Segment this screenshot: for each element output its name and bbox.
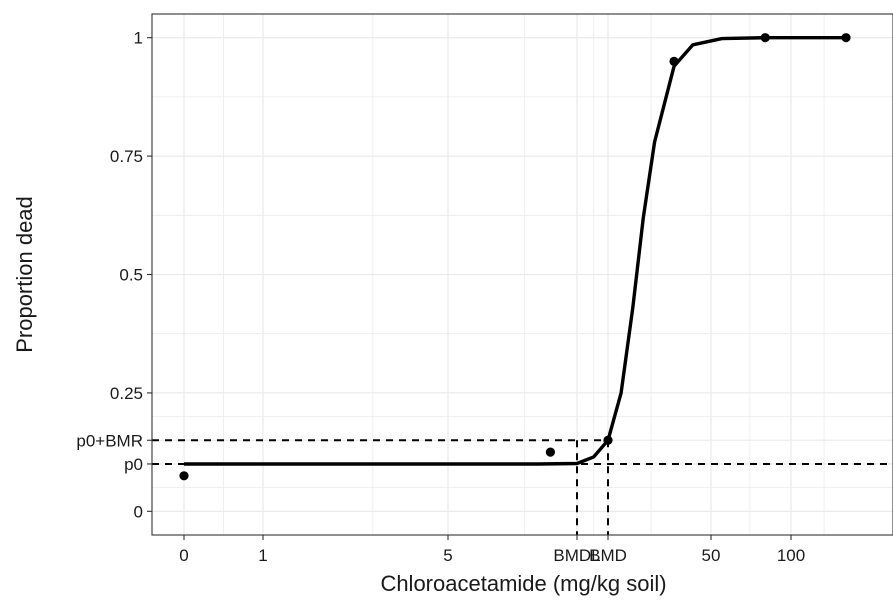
x-tick-label: 100 <box>777 546 805 565</box>
y-axis-title: Proportion dead <box>12 196 37 353</box>
observed-point <box>841 33 851 43</box>
y-tick-label: p0 <box>124 455 143 474</box>
grid-lines <box>152 14 893 536</box>
x-tick-label: BMDL <box>553 546 600 565</box>
fitted-dose-response-curve <box>184 36 846 466</box>
observed-point <box>179 471 189 481</box>
y-axis-ticks: 0 p0 p0+BMR 0.25 0.5 0.75 1 <box>76 29 152 521</box>
x-tick-label: 0 <box>179 546 188 565</box>
y-tick-label: 0.25 <box>110 384 143 403</box>
x-tick-label: 50 <box>702 546 721 565</box>
observed-point <box>545 447 556 457</box>
y-tick-label: 0.5 <box>119 266 143 285</box>
x-tick-label: 1 <box>258 546 267 565</box>
x-axis-title: Chloroacetamide (mg/kg soil) <box>380 571 666 596</box>
observed-point <box>760 33 770 43</box>
y-tick-label: 1 <box>134 29 143 48</box>
observed-point <box>603 435 613 445</box>
observed-point <box>669 56 679 66</box>
y-tick-label: 0 <box>134 502 143 521</box>
observed-points <box>179 33 851 481</box>
x-tick-label: 5 <box>443 546 452 565</box>
x-tick-label: BMD <box>589 546 627 565</box>
y-tick-label: p0+BMR <box>76 431 143 450</box>
y-tick-label: 0.75 <box>110 147 143 166</box>
